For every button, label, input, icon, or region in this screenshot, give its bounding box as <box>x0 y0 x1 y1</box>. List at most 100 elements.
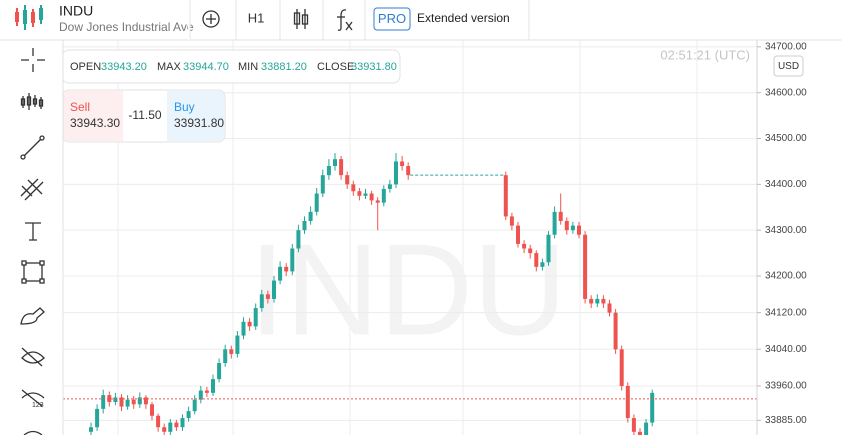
candle-body <box>540 262 545 267</box>
candle-body <box>522 243 527 249</box>
y-tick-label: 34200.00 <box>765 271 807 282</box>
candle-body <box>296 230 301 249</box>
candle-body <box>320 175 325 194</box>
pro-label[interactable]: PRO <box>378 11 406 26</box>
top-toolbar <box>0 0 842 40</box>
trendline-tool[interactable] <box>20 135 45 160</box>
brush-tool[interactable] <box>20 307 45 325</box>
y-tick-label: 33960.00 <box>765 381 807 392</box>
candle-body <box>253 308 258 327</box>
indicator-tool[interactable] <box>20 93 44 110</box>
buy-button[interactable] <box>167 91 224 141</box>
ohlc-value: 33931.80 <box>351 61 397 73</box>
sell-button[interactable] <box>63 91 123 141</box>
candle-body <box>131 399 136 405</box>
candle-body <box>101 395 106 409</box>
candle-body <box>558 211 563 222</box>
currency-box[interactable] <box>773 55 804 77</box>
candle-body <box>345 175 350 185</box>
candle-body <box>625 385 630 419</box>
y-tick-label: 34600.00 <box>765 87 807 98</box>
more-tool[interactable] <box>23 430 43 435</box>
candle-body <box>180 418 185 428</box>
candle-body <box>552 211 557 235</box>
candle-body <box>247 321 252 327</box>
candle-body <box>137 397 142 405</box>
candle-body <box>589 298 594 304</box>
candle-body <box>387 184 392 189</box>
candle-body <box>595 298 600 304</box>
pro-badge[interactable] <box>373 7 411 31</box>
candle-body <box>143 397 148 405</box>
sell-label[interactable]: Sell <box>70 100 90 114</box>
candle-body <box>363 193 368 196</box>
logo <box>15 5 43 30</box>
shape-tool[interactable] <box>21 260 45 284</box>
candle-body <box>650 392 655 423</box>
candle-body <box>259 294 264 309</box>
candle-body <box>272 280 276 299</box>
channel-tool[interactable] <box>20 178 44 201</box>
buy-price[interactable]: 33931.80 <box>174 116 224 130</box>
candle-body <box>211 379 215 393</box>
candle-body <box>503 175 508 217</box>
sell-price[interactable]: 33943.30 <box>70 116 120 130</box>
candle-body <box>290 248 295 272</box>
timeframe-button[interactable]: H1 <box>248 10 265 25</box>
candle-body <box>546 234 551 263</box>
candle-body <box>516 225 520 244</box>
candle-body <box>375 200 380 203</box>
candle-body <box>534 253 539 267</box>
y-tick-label: 34300.00 <box>765 225 807 236</box>
crosshair-tool[interactable] <box>21 48 45 72</box>
chart-type-button[interactable] <box>293 9 309 29</box>
candle-body <box>406 166 411 176</box>
candle-body <box>314 193 319 212</box>
ohlc-label: MIN <box>238 61 258 73</box>
text-tool[interactable] <box>25 222 41 241</box>
svg-text:123: 123 <box>32 402 44 409</box>
candle-body <box>394 161 398 185</box>
candle-body <box>351 184 356 192</box>
candle-body <box>235 335 240 354</box>
y-tick-label: 34400.00 <box>765 179 807 190</box>
candle-body <box>223 349 228 364</box>
candle-body <box>229 349 234 354</box>
watermark: INDU <box>249 216 567 362</box>
candle-body <box>619 349 624 386</box>
symbol-name: Dow Jones Industrial Ave <box>59 20 194 34</box>
candle-body <box>150 404 154 416</box>
hide-drawings-tool[interactable] <box>21 347 45 367</box>
candle-body <box>156 415 161 428</box>
candle-body <box>217 363 222 380</box>
currency[interactable]: USD <box>778 61 799 72</box>
candle-body <box>369 193 374 201</box>
candle-body <box>400 161 405 167</box>
candle-body <box>284 266 289 272</box>
time-grid <box>117 40 698 435</box>
candle-body <box>583 234 588 299</box>
y-tick-label: 33885.00 <box>765 415 807 426</box>
extended-version[interactable]: Extended version <box>417 11 510 25</box>
buy-label[interactable]: Buy <box>174 100 195 114</box>
candle-body <box>333 159 337 167</box>
candle-body <box>89 427 93 432</box>
candle-body <box>302 221 307 231</box>
sep <box>188 0 190 40</box>
candle-body <box>308 211 313 222</box>
candle-body <box>204 390 209 393</box>
indicators-button[interactable] <box>337 9 353 31</box>
ohlc-label: CLOSE <box>317 61 354 73</box>
candle-body <box>357 191 362 196</box>
candle-body <box>125 399 130 407</box>
price-axis: 34700.00 34600.00 34500.00 34400.00 34300.00… <box>757 42 807 426</box>
candle-body <box>107 395 112 403</box>
candle-body <box>644 422 649 435</box>
candle-body <box>577 225 581 235</box>
hide-indicators-tool[interactable]: 123 <box>21 389 45 409</box>
candle-body <box>95 408 100 428</box>
candle-body <box>601 298 606 304</box>
candle-body <box>613 312 618 350</box>
add-indicator-button[interactable] <box>202 10 220 28</box>
candle-body <box>528 248 533 254</box>
